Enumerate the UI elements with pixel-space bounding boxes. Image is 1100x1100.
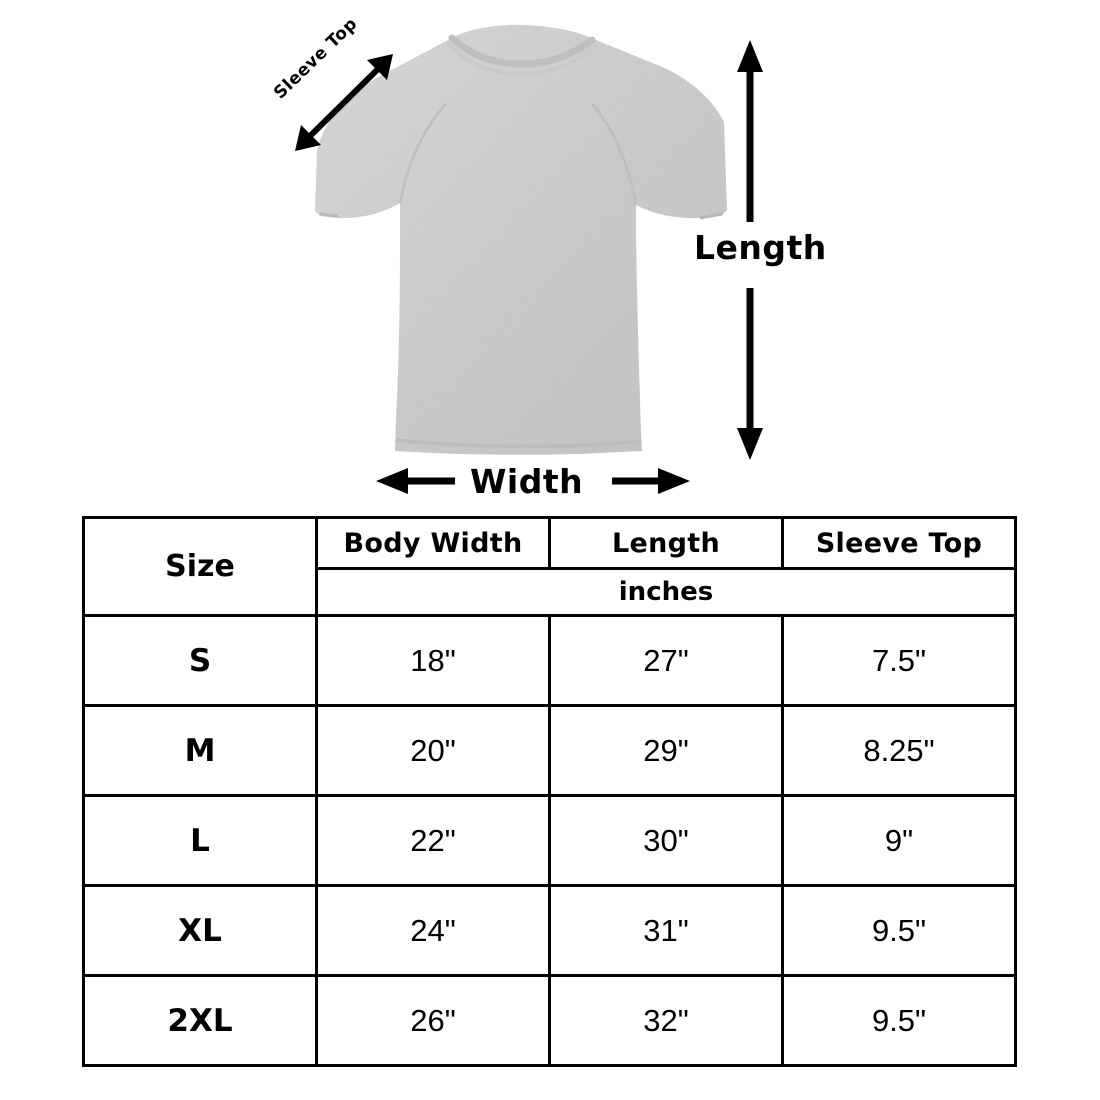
tshirt-shape — [315, 24, 727, 455]
size-chart-table: Size Body Width Length Sleeve Top inches… — [82, 516, 1017, 1067]
table-row: XL 24" 31" 9.5" — [82, 884, 1017, 977]
cell-length: 32" — [548, 974, 784, 1067]
garment-diagram: Length Width Sleeve Top — [0, 0, 1100, 515]
table-row: S 18" 27" 7.5" — [82, 614, 1017, 707]
tshirt-illustration — [295, 24, 763, 494]
table-units-row: inches — [84, 567, 1017, 617]
table-row: M 20" 29" 8.25" — [82, 704, 1017, 797]
header-size: Size — [82, 516, 318, 617]
header-sleeve-top: Sleeve Top — [781, 516, 1017, 570]
collar-inner — [446, 42, 598, 77]
right-shoulder-seam — [590, 103, 638, 206]
cell-length: 30" — [548, 794, 784, 887]
left-shoulder-seam — [398, 102, 448, 204]
cell-body-width: 24" — [315, 884, 551, 977]
bottom-hem — [395, 438, 642, 449]
cell-body-width: 18" — [315, 614, 551, 707]
right-sleeve-hem — [699, 212, 723, 220]
sleeve-top-arrow — [295, 54, 393, 151]
cell-body-width: 22" — [315, 794, 551, 887]
cell-sleeve-top: 9.5" — [781, 974, 1017, 1067]
collar-outline — [448, 34, 596, 68]
width-arrow — [376, 468, 690, 494]
cell-length: 29" — [548, 704, 784, 797]
length-arrow — [737, 40, 763, 460]
cell-size: S — [82, 614, 318, 707]
cell-sleeve-top: 7.5" — [781, 614, 1017, 707]
units-label: inches — [315, 567, 1017, 617]
table-row: 2XL 26" 32" 9.5" — [82, 974, 1017, 1067]
cell-size: 2XL — [82, 974, 318, 1067]
cell-size: L — [82, 794, 318, 887]
cell-sleeve-top: 9" — [781, 794, 1017, 887]
cell-body-width: 20" — [315, 704, 551, 797]
table-row: L 22" 30" 9" — [82, 794, 1017, 887]
header-body-width: Body Width — [315, 516, 551, 570]
header-length: Length — [548, 516, 784, 570]
cell-length: 31" — [548, 884, 784, 977]
cell-size: XL — [82, 884, 318, 977]
cell-sleeve-top: 9.5" — [781, 884, 1017, 977]
length-dimension-label: Length — [694, 228, 827, 267]
left-sleeve-hem — [319, 212, 339, 218]
table-header-row: Size Body Width Length Sleeve Top — [82, 516, 1017, 617]
width-dimension-label: Width — [470, 462, 584, 501]
cell-sleeve-top: 8.25" — [781, 704, 1017, 797]
cell-size: M — [82, 704, 318, 797]
cell-body-width: 26" — [315, 974, 551, 1067]
cell-length: 27" — [548, 614, 784, 707]
